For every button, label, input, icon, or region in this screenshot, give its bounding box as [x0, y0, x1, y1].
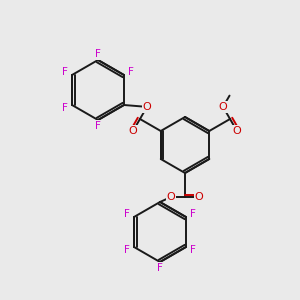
Text: F: F	[95, 121, 101, 131]
Text: F: F	[157, 263, 163, 273]
Text: F: F	[190, 209, 196, 219]
Text: O: O	[167, 192, 176, 202]
Text: O: O	[195, 192, 203, 202]
Text: F: F	[124, 245, 130, 255]
Text: F: F	[190, 245, 196, 255]
Text: O: O	[129, 126, 137, 136]
Text: O: O	[233, 126, 242, 136]
Text: F: F	[62, 67, 68, 77]
Text: F: F	[62, 103, 68, 113]
Text: F: F	[128, 67, 134, 77]
Text: F: F	[124, 209, 130, 219]
Text: F: F	[95, 49, 101, 59]
Text: O: O	[142, 102, 151, 112]
Text: O: O	[219, 102, 227, 112]
